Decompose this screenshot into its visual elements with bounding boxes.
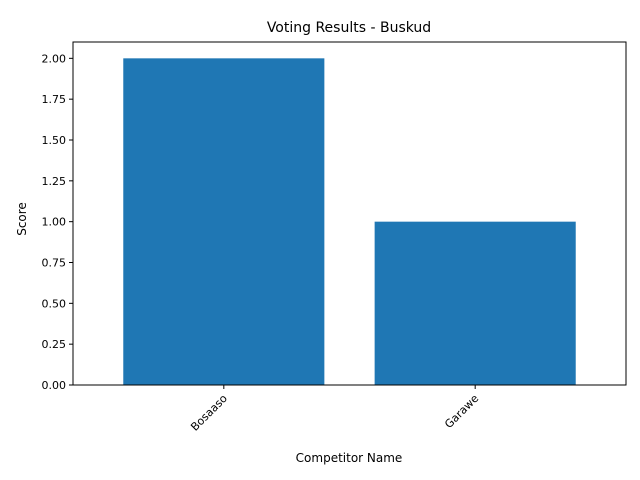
y-tick-label: 1.00	[42, 216, 67, 229]
y-tick-label: 1.50	[42, 134, 67, 147]
x-tick-label-garawe: Garawe	[442, 392, 481, 431]
y-tick-label: 0.75	[42, 257, 67, 270]
bar-bosaaso	[123, 58, 325, 385]
y-axis-label: Score	[15, 202, 29, 236]
y-tick-label: 0.50	[42, 297, 67, 310]
y-tick-label: 0.00	[42, 379, 67, 392]
x-axis-label: Competitor Name	[296, 451, 403, 465]
y-tick-label: 1.25	[42, 175, 67, 188]
y-tick-label: 1.75	[42, 93, 67, 106]
chart-title: Voting Results - Buskud	[267, 20, 431, 36]
plot-frame	[72, 41, 627, 386]
y-tick-label: 0.25	[42, 338, 67, 351]
y-tick-label: 2.00	[42, 52, 67, 65]
x-tick-label-bosaaso: Bosaaso	[188, 392, 230, 434]
bars-group	[123, 58, 576, 385]
bar-garawe	[374, 221, 576, 385]
